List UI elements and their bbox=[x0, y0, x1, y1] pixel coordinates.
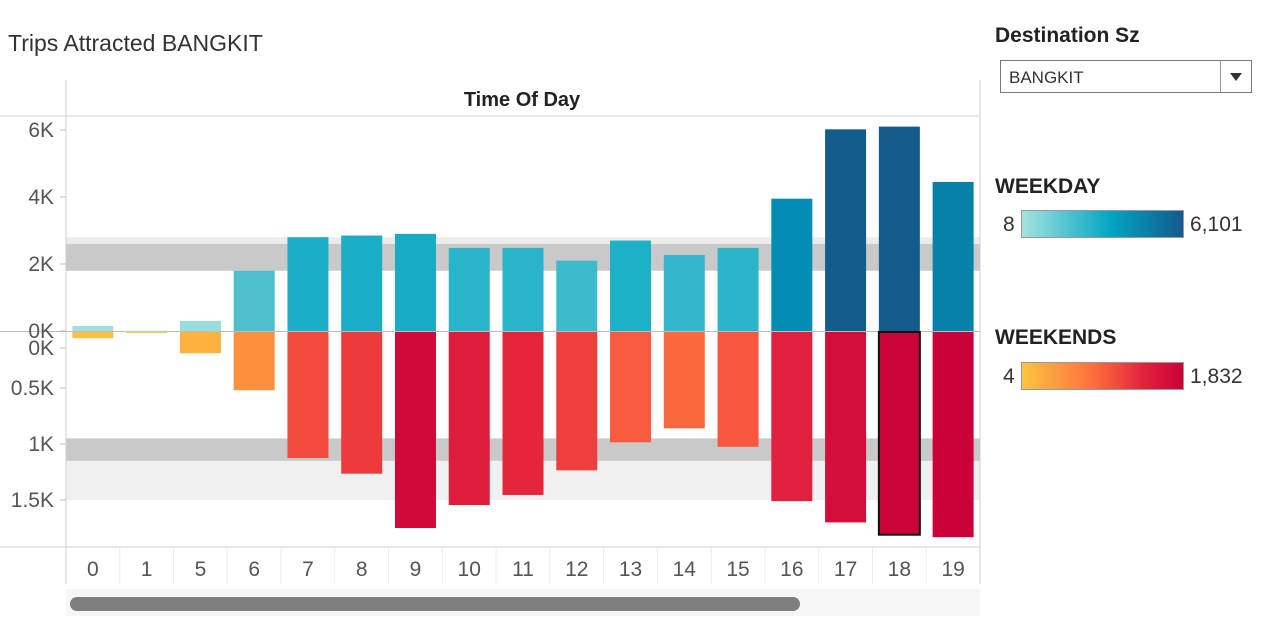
y-tick-label-weekday: 6K bbox=[28, 119, 54, 142]
bars bbox=[72, 126, 974, 538]
chevron-down-icon[interactable] bbox=[1220, 61, 1251, 92]
bar-weekday-12[interactable] bbox=[556, 260, 598, 331]
bar-weekday-1[interactable] bbox=[126, 330, 168, 332]
x-tick-label: 8 bbox=[356, 558, 368, 581]
x-tick-label: 12 bbox=[565, 558, 588, 581]
bar-weekday-14[interactable] bbox=[663, 254, 705, 331]
bar-weekends-15[interactable] bbox=[717, 332, 759, 447]
x-tick-label: 7 bbox=[302, 558, 314, 581]
bar-weekday-7[interactable] bbox=[287, 237, 329, 331]
bar-weekends-5[interactable] bbox=[179, 332, 221, 354]
trips-chart: 0 1 5 6 7 8 9 10 11 12 13 14 15 16 17 18 196K4K2K0K0K0.5… bbox=[0, 80, 981, 616]
legend-weekday-gradient bbox=[1021, 210, 1184, 238]
bar-weekends-12[interactable] bbox=[556, 332, 598, 471]
bar-weekends-9[interactable] bbox=[394, 332, 436, 528]
bar-weekends-8[interactable] bbox=[341, 332, 383, 474]
bar-weekday-0[interactable] bbox=[72, 325, 114, 331]
horizontal-scrollbar[interactable] bbox=[66, 589, 980, 616]
column-header: Time Of Day bbox=[464, 89, 581, 111]
bar-weekends-18[interactable] bbox=[877, 331, 921, 536]
x-tick-label: 18 bbox=[888, 558, 911, 581]
x-tick-label: 0 bbox=[87, 558, 99, 581]
y-tick-label-weekends: 0.5K bbox=[11, 377, 54, 400]
bar-weekends-17[interactable] bbox=[825, 332, 867, 523]
legend-weekends-title: WEEKENDS bbox=[995, 326, 1117, 349]
bar-weekday-5[interactable] bbox=[179, 320, 221, 331]
axis-labels: 0 1 5 6 7 8 9 10 11 12 13 14 15 16 17 18 196K4K2K0K0K0.5… bbox=[11, 119, 965, 581]
bar-weekday-18[interactable] bbox=[878, 126, 920, 331]
x-tick-label: 19 bbox=[941, 558, 964, 581]
bar-weekends-1[interactable] bbox=[126, 332, 168, 333]
bar-weekday-8[interactable] bbox=[341, 235, 383, 331]
bar-weekday-15[interactable] bbox=[717, 247, 759, 331]
filter-title: Destination Sz bbox=[995, 24, 1140, 47]
x-tick-label: 6 bbox=[248, 558, 260, 581]
bar-weekends-0[interactable] bbox=[72, 332, 114, 339]
x-tick-label: 10 bbox=[458, 558, 481, 581]
bar-weekends-14[interactable] bbox=[663, 332, 705, 429]
bar-weekends-6[interactable] bbox=[233, 332, 275, 391]
y-tick-label-weekday: 0K bbox=[28, 320, 54, 343]
legend-weekday-max: 6,101 bbox=[1190, 213, 1243, 236]
legend-weekends-min: 4 bbox=[1003, 365, 1015, 388]
destination-dropdown[interactable]: BANGKIT bbox=[1000, 60, 1252, 93]
y-tick-label-weekends: 0K bbox=[28, 337, 54, 360]
legend-weekends-gradient bbox=[1021, 362, 1184, 390]
bar-weekends-11[interactable] bbox=[502, 332, 544, 495]
x-tick-label: 13 bbox=[619, 558, 642, 581]
x-tick-label: 16 bbox=[780, 558, 803, 581]
x-tick-label: 11 bbox=[512, 558, 534, 581]
bar-weekday-10[interactable] bbox=[448, 247, 490, 331]
scrollbar-thumb[interactable] bbox=[70, 597, 800, 611]
y-tick-label-weekday: 2K bbox=[28, 253, 54, 276]
bar-weekday-11[interactable] bbox=[502, 247, 544, 331]
bar-weekends-16[interactable] bbox=[771, 332, 813, 502]
x-tick-label: 5 bbox=[195, 558, 207, 581]
y-tick-label-weekday: 4K bbox=[28, 186, 54, 209]
bar-weekday-17[interactable] bbox=[825, 129, 867, 331]
bar-weekday-19[interactable] bbox=[932, 181, 974, 331]
bar-weekends-7[interactable] bbox=[287, 332, 329, 458]
legend-weekends-max: 1,832 bbox=[1190, 365, 1243, 388]
bar-weekday-9[interactable] bbox=[394, 233, 436, 331]
y-tick-label-weekends: 1K bbox=[28, 433, 54, 456]
x-tick-label: 17 bbox=[834, 558, 857, 581]
chart-title: Trips Attracted BANGKIT bbox=[8, 30, 263, 56]
legend-weekday-title: WEEKDAY bbox=[995, 175, 1101, 198]
x-tick-label: 1 bbox=[141, 558, 153, 581]
bar-weekends-10[interactable] bbox=[448, 332, 490, 506]
bar-weekday-6[interactable] bbox=[233, 270, 275, 331]
y-tick-label-weekends: 1.5K bbox=[11, 489, 54, 512]
bar-weekends-19[interactable] bbox=[932, 332, 974, 538]
dropdown-value: BANGKIT bbox=[1009, 68, 1084, 87]
x-tick-label: 9 bbox=[410, 558, 422, 581]
bar-weekends-13[interactable] bbox=[610, 332, 652, 443]
legend-weekday-min: 8 bbox=[1003, 213, 1015, 236]
x-tick-label: 15 bbox=[726, 558, 749, 581]
bar-weekday-13[interactable] bbox=[610, 240, 652, 331]
bar-weekday-16[interactable] bbox=[771, 198, 813, 331]
x-tick-label: 14 bbox=[673, 558, 697, 581]
